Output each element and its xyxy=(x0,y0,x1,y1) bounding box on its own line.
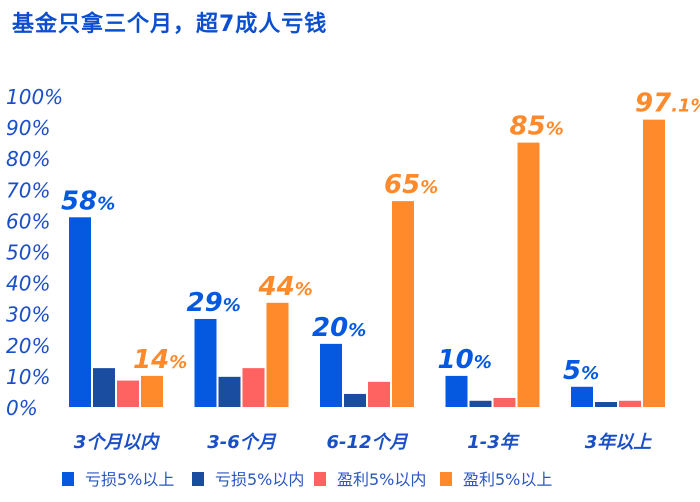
bar-0-2 xyxy=(117,380,139,407)
y-tick-label: 10% xyxy=(6,365,50,389)
data-label: 29% xyxy=(187,288,241,318)
data-label-value: 14 xyxy=(133,345,169,375)
chart-title: 基金只拿三个月，超7成人亏钱 xyxy=(12,12,328,37)
legend-label: 亏损5%以上 xyxy=(85,470,174,489)
bar-4-0 xyxy=(571,386,593,407)
bar-2-0 xyxy=(320,343,342,407)
data-label-value: 10 xyxy=(438,345,474,375)
data-label-unit: % xyxy=(97,193,115,214)
data-label-value: 5 xyxy=(563,356,581,386)
data-label: 65% xyxy=(384,170,438,200)
x-tick-label: 3个月以内 xyxy=(74,432,161,453)
bar-4-1 xyxy=(595,402,617,407)
bar-1-1 xyxy=(218,376,241,407)
bar-3-2 xyxy=(493,397,516,407)
data-label: 44% xyxy=(258,272,313,302)
x-tick-label: 3-6个月 xyxy=(207,432,277,453)
bar-2-1 xyxy=(344,393,366,407)
data-label: 97.1% xyxy=(635,89,700,119)
x-tick-label: 1-3年 xyxy=(467,432,521,453)
legend-label: 盈利5%以内 xyxy=(337,470,426,489)
x-tick-label: 3年以上 xyxy=(585,432,653,453)
y-tick-label: 40% xyxy=(6,272,50,296)
bar-0-3 xyxy=(141,375,163,407)
data-label: 14% xyxy=(133,345,187,375)
bar-4-3 xyxy=(643,119,665,408)
data-label-value: 29 xyxy=(187,288,223,318)
data-label-unit: % xyxy=(420,177,438,198)
data-label-unit: .1% xyxy=(671,96,700,117)
x-tick-label: 6-12个月 xyxy=(326,432,408,453)
y-tick-label: 70% xyxy=(6,178,50,202)
bar-3-3 xyxy=(517,142,540,407)
bar-0-0 xyxy=(69,217,91,407)
bar-3-1 xyxy=(469,400,492,407)
y-tick-label: 100% xyxy=(6,85,63,109)
data-label-unit: % xyxy=(295,279,313,300)
y-tick-label: 90% xyxy=(6,116,50,140)
data-label-value: 44 xyxy=(258,272,295,302)
data-label-unit: % xyxy=(474,352,492,373)
data-label: 5% xyxy=(563,356,599,386)
y-tick-label: 80% xyxy=(6,147,50,171)
y-tick-label: 0% xyxy=(6,396,38,420)
data-label: 58% xyxy=(61,186,115,216)
data-label-value: 97 xyxy=(635,89,672,119)
bar-2-2 xyxy=(368,381,390,407)
legend-label: 亏损5%以内 xyxy=(215,470,304,489)
data-label: 10% xyxy=(438,345,492,375)
bar-1-2 xyxy=(242,368,265,407)
bar-1-0 xyxy=(194,318,217,407)
bar-2-3 xyxy=(392,201,414,407)
legend-swatch xyxy=(62,472,74,486)
bar-1-3 xyxy=(266,302,289,407)
bar-4-2 xyxy=(619,400,641,407)
legend-swatch xyxy=(440,472,452,486)
data-label-unit: % xyxy=(348,320,366,341)
legend-swatch xyxy=(314,472,326,486)
data-label-unit: % xyxy=(546,119,564,140)
bar-0-1 xyxy=(93,368,115,407)
legend-swatch xyxy=(192,472,204,486)
bar-3-0 xyxy=(445,375,468,407)
y-tick-label: 20% xyxy=(6,334,50,358)
data-label-unit: % xyxy=(581,363,599,384)
legend-label: 盈利5%以上 xyxy=(463,470,552,489)
y-tick-label: 60% xyxy=(6,209,50,233)
y-tick-label: 30% xyxy=(6,303,50,327)
data-label-value: 65 xyxy=(384,170,420,200)
data-label-value: 58 xyxy=(61,186,97,216)
data-label-unit: % xyxy=(223,295,241,316)
data-label: 20% xyxy=(312,313,366,343)
data-label: 85% xyxy=(510,112,564,142)
data-label-value: 85 xyxy=(510,112,546,142)
data-label-unit: % xyxy=(169,352,187,373)
y-tick-label: 50% xyxy=(6,241,50,265)
data-label-value: 20 xyxy=(312,313,348,343)
